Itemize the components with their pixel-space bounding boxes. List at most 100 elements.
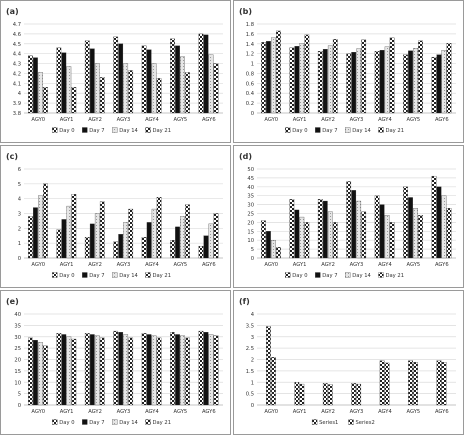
x-tick-label: AGY5 — [174, 262, 188, 268]
bar — [322, 49, 328, 114]
legend-swatch — [82, 272, 88, 278]
legend-label: Day 0 — [59, 420, 74, 426]
x-tick-label: AGY4 — [378, 262, 392, 268]
bar — [356, 200, 362, 259]
legend-label: Day 0 — [59, 273, 74, 279]
x-tick-label: AGY3 — [117, 117, 131, 123]
bar — [94, 63, 100, 114]
legend-swatch — [52, 272, 58, 278]
bar — [113, 330, 119, 406]
bar — [43, 345, 48, 406]
bar — [185, 72, 190, 114]
bar — [276, 30, 281, 114]
x-tick-label: AGY3 — [117, 262, 131, 268]
bar — [180, 216, 185, 259]
y-tick-label: 1 — [18, 241, 21, 247]
y-tick-label: 40 — [247, 185, 254, 191]
x-tick-label: AGY1 — [293, 117, 307, 123]
x-tick-label: AGY2 — [321, 262, 335, 268]
y-tick-label: 25 — [247, 212, 254, 218]
bar — [43, 183, 48, 259]
bar — [113, 36, 119, 114]
y-tick-label: 0 — [251, 256, 254, 262]
y-tick-label: 0.4 — [246, 91, 255, 97]
bar — [38, 72, 43, 114]
bar — [61, 52, 67, 114]
bar — [208, 334, 214, 406]
bar — [118, 332, 124, 406]
legend-label: Day 0 — [59, 128, 74, 134]
legend-item: Series2 — [348, 419, 375, 426]
bar — [99, 77, 105, 114]
y-tick-label: 3.8 — [13, 111, 21, 117]
bar — [436, 360, 442, 406]
bar — [213, 213, 219, 259]
bar — [84, 333, 90, 406]
bar — [84, 40, 90, 114]
y-tick-label: 15 — [247, 229, 254, 235]
bar — [123, 222, 129, 259]
bar — [408, 50, 413, 114]
legend-swatch — [378, 127, 384, 133]
y-tick-label: 5 — [251, 247, 254, 253]
bar — [71, 87, 77, 114]
bar — [413, 48, 418, 114]
bar — [89, 223, 95, 259]
bar — [84, 237, 90, 259]
legend-swatch — [311, 419, 318, 425]
x-tick-label: AGY1 — [293, 409, 307, 415]
x-tick-label: AGY6 — [435, 409, 449, 415]
bar — [43, 87, 48, 114]
bar — [213, 63, 219, 114]
bar — [175, 45, 180, 114]
y-tick-label: 30 — [247, 203, 254, 209]
bar — [408, 197, 413, 259]
bar — [294, 209, 300, 259]
x-tick-label: AGY1 — [60, 262, 74, 268]
panel-label: (f) — [239, 297, 250, 306]
bar — [56, 229, 62, 259]
y-tick-label: 4.7 — [13, 22, 21, 28]
legend-label: Day 21 — [386, 128, 405, 134]
bar — [33, 207, 38, 259]
y-tick-label: 0.5 — [246, 392, 254, 398]
panel-label: (b) — [239, 7, 252, 16]
bar — [99, 201, 105, 259]
chart-panel-0: (a) 3.8 3.9 4 4.1 4.2 4.3 4.4 4.5 4.6 4.7 AGY0 AGY1 A… — [0, 0, 231, 143]
y-tick-label: 30 — [14, 335, 21, 341]
x-tick-label: AGY4 — [145, 262, 159, 268]
bar — [146, 49, 152, 114]
y-tick-label: 10 — [14, 380, 21, 386]
bar — [146, 222, 152, 259]
bar — [208, 54, 214, 114]
x-tick-label: AGY6 — [202, 117, 216, 123]
bar — [431, 56, 437, 114]
bar — [151, 335, 157, 406]
bar — [198, 245, 204, 259]
y-tick-label: 1.2 — [246, 52, 254, 58]
bar — [299, 43, 305, 114]
panel-label: (e) — [6, 297, 19, 306]
y-tick-label: 4 — [18, 197, 22, 203]
bar — [118, 43, 124, 114]
panel-label: (a) — [6, 7, 19, 16]
y-tick-label: 0 — [251, 403, 254, 409]
bar — [175, 226, 180, 259]
y-tick-label: 2 — [251, 358, 254, 364]
x-tick-label: AGY5 — [407, 262, 421, 268]
bar — [294, 46, 300, 114]
bar — [418, 40, 423, 114]
y-tick-label: 3.9 — [13, 101, 21, 107]
bar — [128, 337, 134, 406]
x-tick-label: AGY2 — [88, 409, 102, 415]
bar — [294, 382, 300, 406]
x-tick-label: AGY1 — [60, 117, 74, 123]
y-tick-label: 4.2 — [13, 71, 21, 77]
bar — [261, 42, 266, 114]
bar — [304, 222, 310, 259]
x-tick-label: AGY6 — [435, 117, 449, 123]
bar — [213, 335, 219, 406]
bar — [128, 70, 134, 114]
bar — [89, 334, 95, 406]
bar — [170, 332, 175, 406]
